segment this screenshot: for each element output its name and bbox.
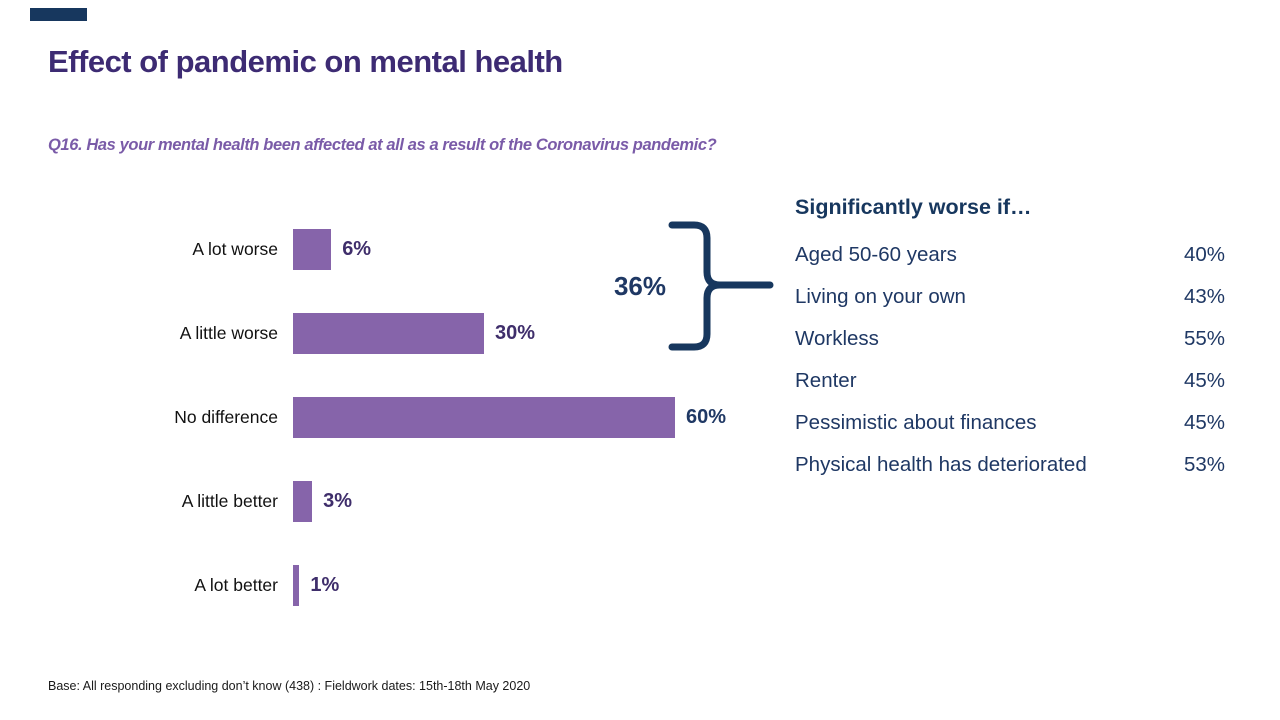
side-row-label: Living on your own xyxy=(795,285,966,308)
category-label: A lot better xyxy=(194,575,278,595)
base-footnote: Base: All responding excluding don’t kno… xyxy=(48,679,531,693)
bar-value-label: 60% xyxy=(686,406,727,428)
bar-value-label: 6% xyxy=(342,238,372,260)
brand-accent-rectangle xyxy=(30,8,87,21)
category-label: A little worse xyxy=(179,323,278,343)
bar-value-label: 30% xyxy=(495,322,536,344)
side-row-label: Aged 50-60 years xyxy=(795,243,957,266)
bar-track: 60% xyxy=(293,397,726,438)
side-row-label: Pessimistic about finances xyxy=(795,411,1037,434)
bar-track: 30% xyxy=(293,313,535,354)
side-row-value: 43% xyxy=(1183,285,1225,308)
bar-row: A lot better 1% xyxy=(0,565,780,606)
bar-row: A little better 3% xyxy=(0,481,780,522)
bar-track: 3% xyxy=(293,481,352,522)
side-row-value: 45% xyxy=(1183,411,1225,434)
side-panel-row: Aged 50-60 years 40% xyxy=(795,234,1225,276)
bar-chart: A lot worse 6% A little worse 30% No dif… xyxy=(0,221,780,606)
bar-a-lot-better xyxy=(293,565,300,606)
side-panel: Aged 50-60 years 40% Living on your own … xyxy=(795,234,1225,486)
side-panel-heading: Significantly worse if… xyxy=(795,195,1032,219)
side-panel-row: Workless 55% xyxy=(795,318,1225,360)
side-row-value: 55% xyxy=(1183,327,1225,350)
side-row-value: 53% xyxy=(1183,453,1225,476)
side-panel-row: Physical health has deteriorated 53% xyxy=(795,444,1225,486)
bar-no-difference xyxy=(293,397,675,438)
bar-value-label: 3% xyxy=(323,490,352,512)
page-title: Effect of pandemic on mental health xyxy=(48,44,563,79)
side-panel-row: Pessimistic about finances 45% xyxy=(795,402,1225,444)
side-row-value: 40% xyxy=(1183,243,1225,266)
bar-a-little-better xyxy=(293,481,313,522)
bar-a-little-worse xyxy=(293,313,484,354)
category-label: A lot worse xyxy=(192,239,278,259)
side-row-value: 45% xyxy=(1183,369,1225,392)
side-row-label: Renter xyxy=(795,369,857,392)
bar-value-label: 1% xyxy=(310,574,340,596)
side-panel-row: Renter 45% xyxy=(795,360,1225,402)
bar-row: No difference 60% xyxy=(0,397,780,438)
side-panel-row: Living on your own 43% xyxy=(795,276,1225,318)
bar-row: A little worse 30% xyxy=(0,313,780,354)
category-label: A little better xyxy=(181,491,278,511)
survey-question: Q16. Has your mental health been affecte… xyxy=(48,136,717,154)
side-row-label: Physical health has deteriorated xyxy=(795,453,1087,476)
bar-a-lot-worse xyxy=(293,229,332,270)
brace-annotation-icon xyxy=(668,221,774,351)
brace-annotation-label: 36% xyxy=(613,271,666,301)
side-row-label: Workless xyxy=(795,327,879,350)
bar-track: 6% xyxy=(293,229,371,270)
bar-track: 1% xyxy=(293,565,339,606)
category-label: No difference xyxy=(174,407,278,427)
bar-row: A lot worse 6% xyxy=(0,229,780,270)
